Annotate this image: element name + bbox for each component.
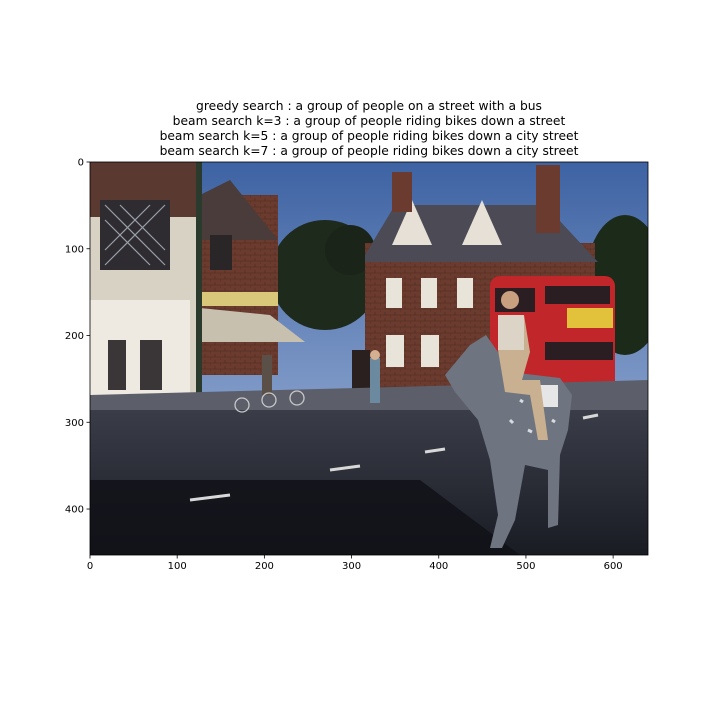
axes-frame	[89, 161, 649, 556]
bay-window-lattice	[104, 204, 166, 266]
pub-window-5	[421, 335, 439, 367]
x-tick-label: 600	[604, 561, 623, 572]
chimney-1	[392, 172, 412, 212]
y-tick-label: 100	[65, 244, 84, 255]
pub-gable-2	[462, 200, 502, 245]
x-axis: 0 100 200 300 400 500 600	[87, 555, 623, 572]
pub-window-2	[421, 278, 437, 308]
x-tick-label: 500	[516, 561, 535, 572]
x-tick-label: 0	[87, 561, 93, 572]
y-tick-label: 0	[78, 158, 84, 169]
mid-roof	[200, 180, 278, 240]
bus-lower-windows	[545, 342, 613, 360]
pedestrian-2	[262, 355, 272, 395]
title-line-beam5: beam search k=5 : a group of people ridi…	[160, 129, 579, 143]
chimney-2	[536, 165, 560, 233]
lamp-post	[196, 162, 202, 444]
y-axis: 0 100 200 300 400	[65, 158, 90, 516]
pub-window-1	[386, 278, 402, 308]
saddle-blanket	[538, 385, 558, 407]
shop-window-2	[140, 340, 162, 390]
title-line-beam3: beam search k=3 : a group of people ridi…	[173, 114, 566, 128]
bus-upper-windows	[545, 286, 610, 304]
y-tick-label: 200	[65, 331, 84, 342]
x-tick-label: 200	[255, 561, 274, 572]
x-tick-label: 400	[429, 561, 448, 572]
x-tick-label: 300	[342, 561, 361, 572]
photo-image	[90, 162, 648, 555]
y-tick-label: 400	[65, 505, 84, 516]
pedestrian-1	[370, 358, 380, 403]
chart-title: greedy search : a group of people on a s…	[160, 99, 579, 158]
shop-sign	[200, 292, 278, 306]
rider-head	[501, 291, 519, 309]
mid-window	[210, 235, 232, 270]
lane-markings	[189, 413, 599, 502]
pedestrian-1-head	[370, 350, 380, 360]
rider-shirt	[498, 315, 524, 350]
trees-mid	[325, 225, 375, 275]
shop-window-1	[108, 340, 126, 390]
bus-advert	[567, 308, 613, 328]
pub-window-3	[457, 278, 473, 308]
bicycles	[234, 390, 305, 413]
y-tick-label: 300	[65, 418, 84, 429]
title-line-beam7: beam search k=7 : a group of people ridi…	[160, 144, 579, 158]
pub-door	[352, 350, 370, 390]
title-line-greedy: greedy search : a group of people on a s…	[196, 99, 542, 113]
pub-gable-1	[392, 200, 432, 245]
x-tick-label: 100	[168, 561, 187, 572]
pub-window-4	[386, 335, 404, 367]
awning	[200, 308, 305, 342]
